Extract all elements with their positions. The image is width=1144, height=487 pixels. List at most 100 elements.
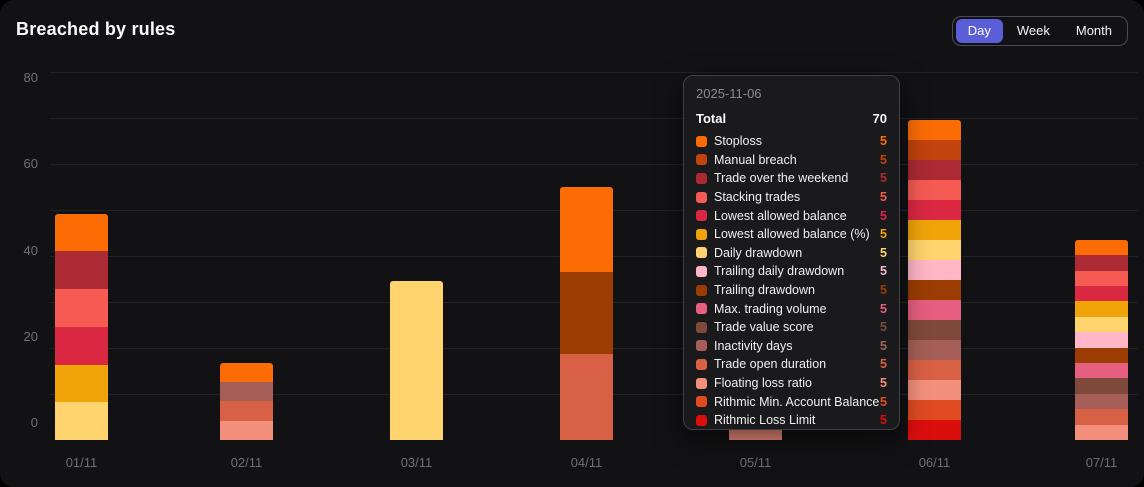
y-axis-label: 80 [23, 70, 38, 85]
bar-segment-rithmic_loss[interactable] [908, 420, 961, 440]
series-color-swatch-icon [696, 358, 707, 370]
toggle-day-button[interactable]: Day [955, 19, 1003, 43]
tooltip-series-name: Rithmic Loss Limit [714, 413, 816, 428]
bar-segment-trade_open[interactable] [908, 360, 961, 380]
tooltip-rows: Stoploss 5 Manual breach 5 Trade over the we… [696, 132, 887, 430]
tooltip-row: Max. trading volume 5 [696, 299, 887, 318]
tooltip-series-name: Trade open duration [714, 357, 827, 372]
bar-segment-trade_value[interactable] [908, 320, 961, 340]
bar-segment-trailing_daily[interactable] [1075, 332, 1128, 348]
series-color-swatch-icon [696, 228, 707, 240]
bar-segment-stacking[interactable] [55, 289, 108, 327]
tooltip-row: Daily drawdown 5 [696, 244, 887, 263]
bar-segment-max_volume[interactable] [1075, 362, 1128, 379]
bar-segment-trade_value[interactable] [1075, 378, 1128, 394]
tooltip-row: Rithmic Loss Limit 5 [696, 411, 887, 430]
bar-segment-rithmic_min[interactable] [908, 400, 961, 420]
bar-segment-weekend[interactable] [908, 160, 961, 180]
bar-segment-stacking[interactable] [1075, 270, 1128, 286]
bar-segment-trailing_daily[interactable] [908, 260, 961, 280]
bar-segment-stoploss[interactable] [55, 213, 108, 252]
chart-tooltip: 2025-11-06 Total 70 Stoploss 5 Manual brea… [683, 75, 900, 430]
bar-segment-stacking[interactable] [908, 180, 961, 200]
tooltip-row: Floating loss ratio 5 [696, 374, 887, 393]
tooltip-series-value: 5 [880, 320, 887, 335]
stacked-bar-02/11[interactable] [220, 362, 273, 440]
tooltip-total-value: 70 [872, 110, 887, 126]
bar-segment-daily_drawdown[interactable] [55, 402, 108, 440]
bar-segment-trade_open[interactable] [560, 354, 613, 440]
bar-segment-floating_loss[interactable] [220, 420, 273, 440]
tooltip-row: Trade value score 5 [696, 318, 887, 337]
y-axis-label: 60 [23, 156, 38, 172]
tooltip-row: Trailing daily drawdown 5 [696, 262, 887, 281]
bar-segment-daily_drawdown[interactable] [390, 281, 443, 440]
tooltip-series-value: 5 [880, 245, 887, 260]
bar-segment-lowest_balance[interactable] [55, 326, 108, 365]
bar-segment-manual_breach[interactable] [908, 140, 961, 160]
tooltip-series-value: 5 [880, 171, 887, 186]
series-color-swatch-icon [696, 377, 707, 389]
bar-segment-stoploss[interactable] [1075, 239, 1128, 256]
bar-segment-weekend[interactable] [55, 251, 108, 290]
bar-segment-trade_open[interactable] [220, 401, 273, 421]
tooltip-series-name: Rithmic Min. Account Balance [714, 394, 880, 409]
x-axis-label: 05/11 [739, 455, 772, 470]
bar-segment-lowest_balance_pct[interactable] [55, 364, 108, 403]
bar-segment-inactivity[interactable] [220, 382, 273, 402]
series-color-swatch-icon [696, 303, 707, 315]
tooltip-row: Rithmic Min. Account Balance 5 [696, 392, 887, 411]
tooltip-series-value: 5 [880, 301, 887, 316]
bar-segment-lowest_balance[interactable] [908, 200, 961, 220]
tooltip-series-value: 5 [880, 338, 887, 353]
tooltip-series-value: 5 [880, 357, 887, 372]
bar-segment-inactivity[interactable] [908, 340, 961, 360]
tooltip-series-name: Trade over the weekend [714, 171, 849, 186]
bar-segment-lowest_balance_pct[interactable] [908, 220, 961, 240]
bar-segment-floating_loss[interactable] [908, 380, 961, 400]
series-color-swatch-icon [696, 135, 707, 147]
bar-segment-trailing_drawdown[interactable] [908, 280, 961, 300]
tooltip-series-name: Lowest allowed balance (%) [714, 227, 870, 242]
bar-segment-lowest_balance[interactable] [1075, 285, 1128, 302]
tooltip-series-value: 5 [880, 394, 887, 409]
bar-segment-floating_loss[interactable] [1075, 424, 1128, 440]
bar-segment-trade_open[interactable] [1075, 409, 1128, 425]
stacked-bar-07/11[interactable] [1075, 239, 1128, 440]
tooltip-series-name: Trailing drawdown [714, 283, 815, 298]
bar-segment-daily_drawdown[interactable] [1075, 316, 1128, 333]
bar-segment-max_volume[interactable] [908, 300, 961, 320]
bar-segment-stoploss[interactable] [220, 362, 273, 383]
tooltip-row: Trade over the weekend 5 [696, 169, 887, 188]
page-title: Breached by rules [16, 19, 176, 39]
series-color-swatch-icon [696, 210, 707, 222]
bar-segment-weekend[interactable] [1075, 255, 1128, 271]
tooltip-total-label: Total [696, 110, 727, 126]
bar-segment-daily_drawdown[interactable] [908, 240, 961, 260]
stacked-bar-04/11[interactable] [560, 187, 613, 440]
toggle-week-button[interactable]: Week [1005, 19, 1062, 43]
bar-segment-trailing_drawdown[interactable] [1075, 347, 1128, 363]
bar-segment-lowest_balance_pct[interactable] [1075, 301, 1128, 317]
tooltip-series-value: 5 [880, 208, 887, 223]
y-axis-label: 40 [23, 242, 38, 258]
bar-segment-trailing_drawdown[interactable] [560, 271, 613, 355]
series-color-swatch-icon [696, 191, 707, 203]
tooltip-series-name: Lowest allowed balance [714, 208, 847, 223]
bar-segment-stoploss[interactable] [908, 120, 961, 140]
stacked-bar-06/11[interactable] [908, 120, 961, 440]
stacked-bar-03/11[interactable] [390, 281, 443, 440]
bar-segment-stoploss[interactable] [560, 187, 613, 272]
stacked-bar-01/11[interactable] [55, 213, 108, 440]
y-axis-label: 0 [30, 415, 38, 430]
tooltip-series-name: Stacking trades [714, 190, 801, 205]
tooltip-series-value: 5 [880, 227, 887, 242]
tooltip-series-name: Floating loss ratio [714, 376, 812, 391]
tooltip-total-row: Total 70 [696, 108, 887, 128]
toggle-month-button[interactable]: Month [1064, 19, 1124, 43]
bar-segment-inactivity[interactable] [1075, 393, 1128, 410]
tooltip-series-name: Stoploss [714, 134, 762, 149]
